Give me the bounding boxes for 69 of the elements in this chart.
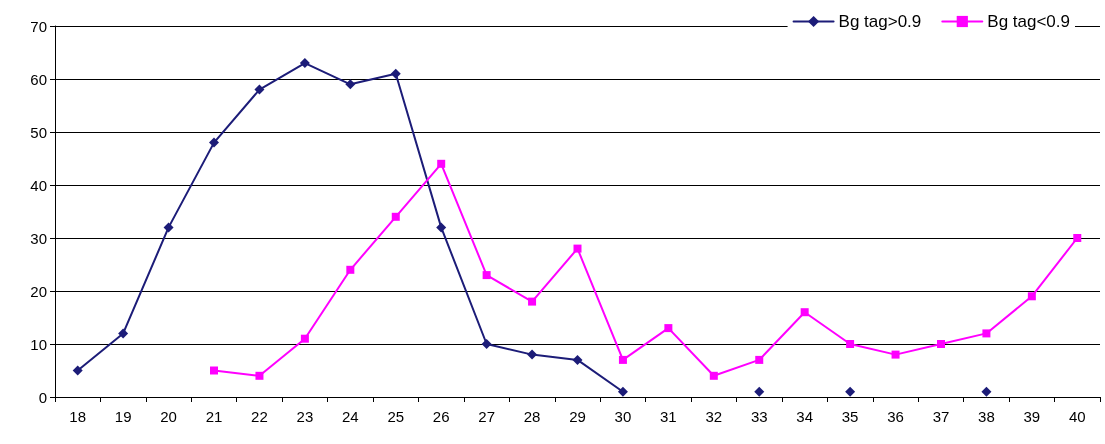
- y-tick-label: 20: [30, 282, 47, 300]
- point: [255, 371, 264, 380]
- point: [755, 355, 764, 364]
- point: [527, 349, 538, 360]
- point: [210, 366, 219, 375]
- x-tick-label: 28: [523, 408, 541, 425]
- point: [981, 386, 992, 397]
- point: [163, 222, 174, 233]
- x-tick-label: 21: [205, 408, 223, 425]
- point: [481, 339, 492, 349]
- point: [209, 137, 220, 148]
- point: [800, 308, 809, 317]
- x-tick-label: 22: [251, 408, 268, 425]
- x-tick-label: 32: [705, 408, 723, 425]
- point: [845, 386, 856, 397]
- x-tick-label: 23: [296, 408, 314, 425]
- point: [891, 350, 900, 359]
- x-tick-label: 19: [114, 408, 132, 425]
- point: [436, 222, 447, 233]
- point: [437, 159, 446, 168]
- y-tick-label: 0: [38, 388, 47, 406]
- point: [617, 386, 628, 397]
- x-tick-label: 24: [341, 408, 359, 425]
- point: [846, 340, 855, 348]
- legend-label: Bg tag>0.9: [838, 12, 922, 31]
- point: [391, 212, 400, 221]
- point: [1027, 292, 1036, 301]
- point: [936, 340, 945, 348]
- legend-label: Bg tag<0.9: [987, 12, 1071, 31]
- point: [254, 84, 265, 95]
- point: [754, 386, 765, 397]
- x-tick-label: 18: [69, 408, 87, 425]
- x-tick-label: 38: [978, 408, 995, 425]
- point: [709, 371, 718, 380]
- x-tick-label: 27: [478, 408, 495, 425]
- point: [1073, 234, 1082, 242]
- y-tick-label: 10: [30, 335, 47, 353]
- y-tick-label: 40: [30, 176, 47, 194]
- x-tick-label: 40: [1068, 408, 1086, 425]
- x-tick-label: 26: [432, 408, 450, 425]
- y-tick-label: 30: [30, 229, 47, 247]
- x-tick-label: 34: [796, 408, 814, 425]
- x-tick-label: 39: [1023, 408, 1041, 425]
- point: [982, 329, 991, 338]
- point: [300, 334, 309, 343]
- point: [346, 265, 355, 274]
- x-tick-label: 31: [660, 408, 677, 425]
- y-tick-label: 60: [30, 70, 47, 88]
- point: [345, 79, 356, 90]
- point: [118, 328, 129, 339]
- point: [72, 365, 83, 376]
- x-tick-label: 29: [569, 408, 586, 425]
- x-tick-label: 36: [887, 408, 904, 425]
- y-tick-label: 50: [30, 123, 47, 141]
- y-tick-label: 70: [30, 17, 47, 35]
- x-tick-label: 37: [932, 408, 950, 425]
- point: [573, 244, 582, 253]
- point: [390, 68, 401, 79]
- point: [528, 297, 537, 306]
- point: [664, 324, 673, 333]
- x-tick-label: 20: [160, 408, 177, 425]
- point: [299, 58, 310, 69]
- point: [482, 271, 491, 280]
- point: [572, 354, 583, 365]
- x-tick-label: 33: [750, 408, 768, 425]
- x-tick-label: 35: [841, 408, 859, 425]
- x-tick-label: 30: [614, 408, 632, 425]
- x-tick-label: 25: [387, 408, 405, 425]
- point: [618, 355, 627, 364]
